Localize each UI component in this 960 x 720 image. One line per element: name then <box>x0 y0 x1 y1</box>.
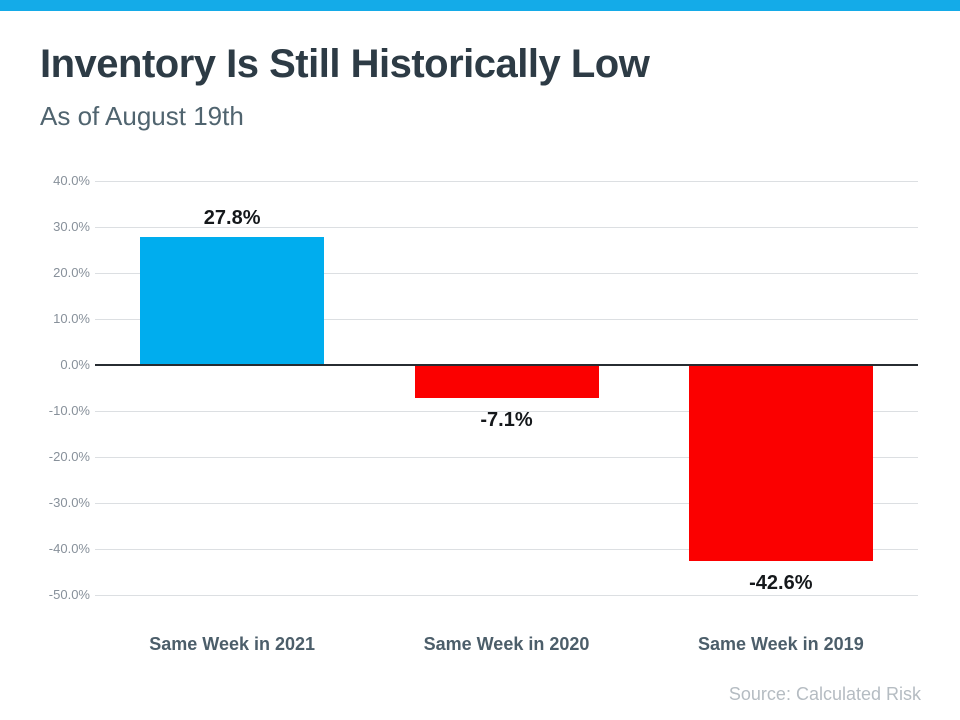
x-axis-category-label: Same Week in 2019 <box>697 634 864 654</box>
bar-same-week-in-2021 <box>140 237 325 365</box>
x-axis-category-label: Same Week in 2020 <box>423 634 590 654</box>
y-axis-tick-label: 40.0% <box>53 173 90 188</box>
gridline <box>95 273 918 274</box>
gridline <box>95 227 918 228</box>
bar-value-label: 27.8% <box>203 207 261 230</box>
x-axis-category-label: Same Week in 2021 <box>149 634 316 654</box>
page-subtitle: As of August 19th <box>40 101 244 131</box>
source-credit: Source: Calculated Risk <box>728 684 921 704</box>
y-axis-tick-label: 20.0% <box>53 265 90 280</box>
gridline <box>95 503 918 504</box>
bar-same-week-in-2020 <box>414 365 599 398</box>
zero-axis-line <box>95 364 918 366</box>
y-axis-tick-label: -40.0% <box>48 541 90 556</box>
bar-value-label: -7.1% <box>480 408 533 431</box>
bar-same-week-in-2019 <box>688 365 873 561</box>
gridline <box>95 411 918 412</box>
y-axis-tick-label: 0.0% <box>60 357 90 372</box>
page-title: Inventory Is Still Historically Low <box>40 42 650 86</box>
y-axis-tick-label: 30.0% <box>53 219 90 234</box>
y-axis-tick-label: 10.0% <box>53 311 90 326</box>
y-axis-tick-label: -10.0% <box>48 403 90 418</box>
gridline <box>95 549 918 550</box>
gridline <box>95 595 918 596</box>
y-axis-tick-label: -30.0% <box>48 495 90 510</box>
gridline <box>95 319 918 320</box>
y-axis-tick-label: -20.0% <box>48 449 90 464</box>
gridline <box>95 181 918 182</box>
y-axis-tick-label: -50.0% <box>48 587 90 602</box>
top-accent-stripe <box>0 0 960 11</box>
gridline <box>95 457 918 458</box>
bar-value-label: -42.6% <box>749 571 813 594</box>
